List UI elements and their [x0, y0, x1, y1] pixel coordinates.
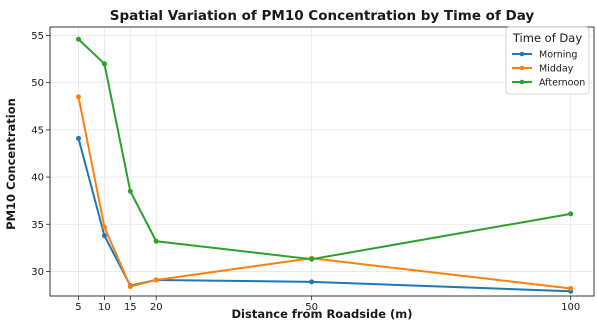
- data-point-afternoon: [568, 211, 574, 217]
- data-point-midday: [75, 94, 81, 100]
- series-line-morning: [77, 137, 572, 293]
- data-point-midday: [568, 285, 574, 291]
- legend-item-midday: Midday: [512, 64, 574, 75]
- y-axis-ticks: 30 35 40 45 50 55: [31, 31, 50, 278]
- x-tick-label: 20: [150, 302, 163, 313]
- y-tick-label: 35: [31, 220, 44, 231]
- legend-label: Morning: [539, 50, 577, 61]
- series-lines: [75, 36, 574, 294]
- legend-item-afternoon: Afternoon: [512, 78, 585, 89]
- data-point-afternoon: [75, 36, 81, 42]
- x-tick-label: 100: [561, 302, 580, 313]
- legend-marker: [519, 51, 525, 57]
- chart-title: Spatial Variation of PM10 Concentration …: [110, 8, 535, 24]
- data-point-midday: [153, 277, 159, 283]
- series-line-afternoon: [77, 38, 572, 261]
- y-tick-label: 40: [31, 173, 44, 184]
- data-point-afternoon: [127, 188, 133, 194]
- x-tick-label: 5: [75, 302, 81, 313]
- x-tick-label: 50: [305, 302, 318, 313]
- x-tick-label: 15: [124, 302, 137, 313]
- y-tick-label: 50: [31, 78, 44, 89]
- legend-title: Time of Day: [512, 31, 582, 45]
- data-point-morning: [309, 279, 315, 285]
- plot-area-frame: [49, 26, 595, 297]
- legend-label: Afternoon: [539, 78, 585, 89]
- legend-item-morning: Morning: [512, 50, 577, 61]
- series-afternoon: [75, 36, 574, 262]
- x-tick-label: 10: [98, 302, 111, 313]
- series-line-midday: [77, 95, 572, 290]
- data-point-morning: [101, 233, 107, 239]
- legend-marker: [519, 65, 525, 71]
- legend: Time of Day Morning Midday Afternoon: [505, 26, 590, 95]
- data-point-morning: [75, 135, 81, 141]
- legend-label: Midday: [539, 64, 574, 75]
- legend-items: Morning Midday Afternoon: [512, 50, 585, 89]
- data-point-midday: [127, 284, 133, 290]
- data-point-afternoon: [101, 61, 107, 67]
- legend-box: [505, 26, 590, 95]
- legend-marker: [519, 79, 525, 85]
- y-axis-label: PM10 Concentration: [4, 98, 18, 230]
- series-morning: [75, 135, 574, 294]
- series-midday: [75, 94, 574, 291]
- y-tick-label: 45: [31, 125, 44, 136]
- x-axis-label: Distance from Roadside (m): [231, 307, 412, 321]
- data-point-afternoon: [309, 256, 315, 262]
- y-tick-label: 55: [31, 31, 44, 42]
- y-tick-label: 30: [31, 267, 44, 278]
- x-axis-ticks: 5 10 15 20 50 100: [75, 296, 580, 313]
- data-point-afternoon: [153, 238, 159, 244]
- data-point-midday: [101, 224, 107, 230]
